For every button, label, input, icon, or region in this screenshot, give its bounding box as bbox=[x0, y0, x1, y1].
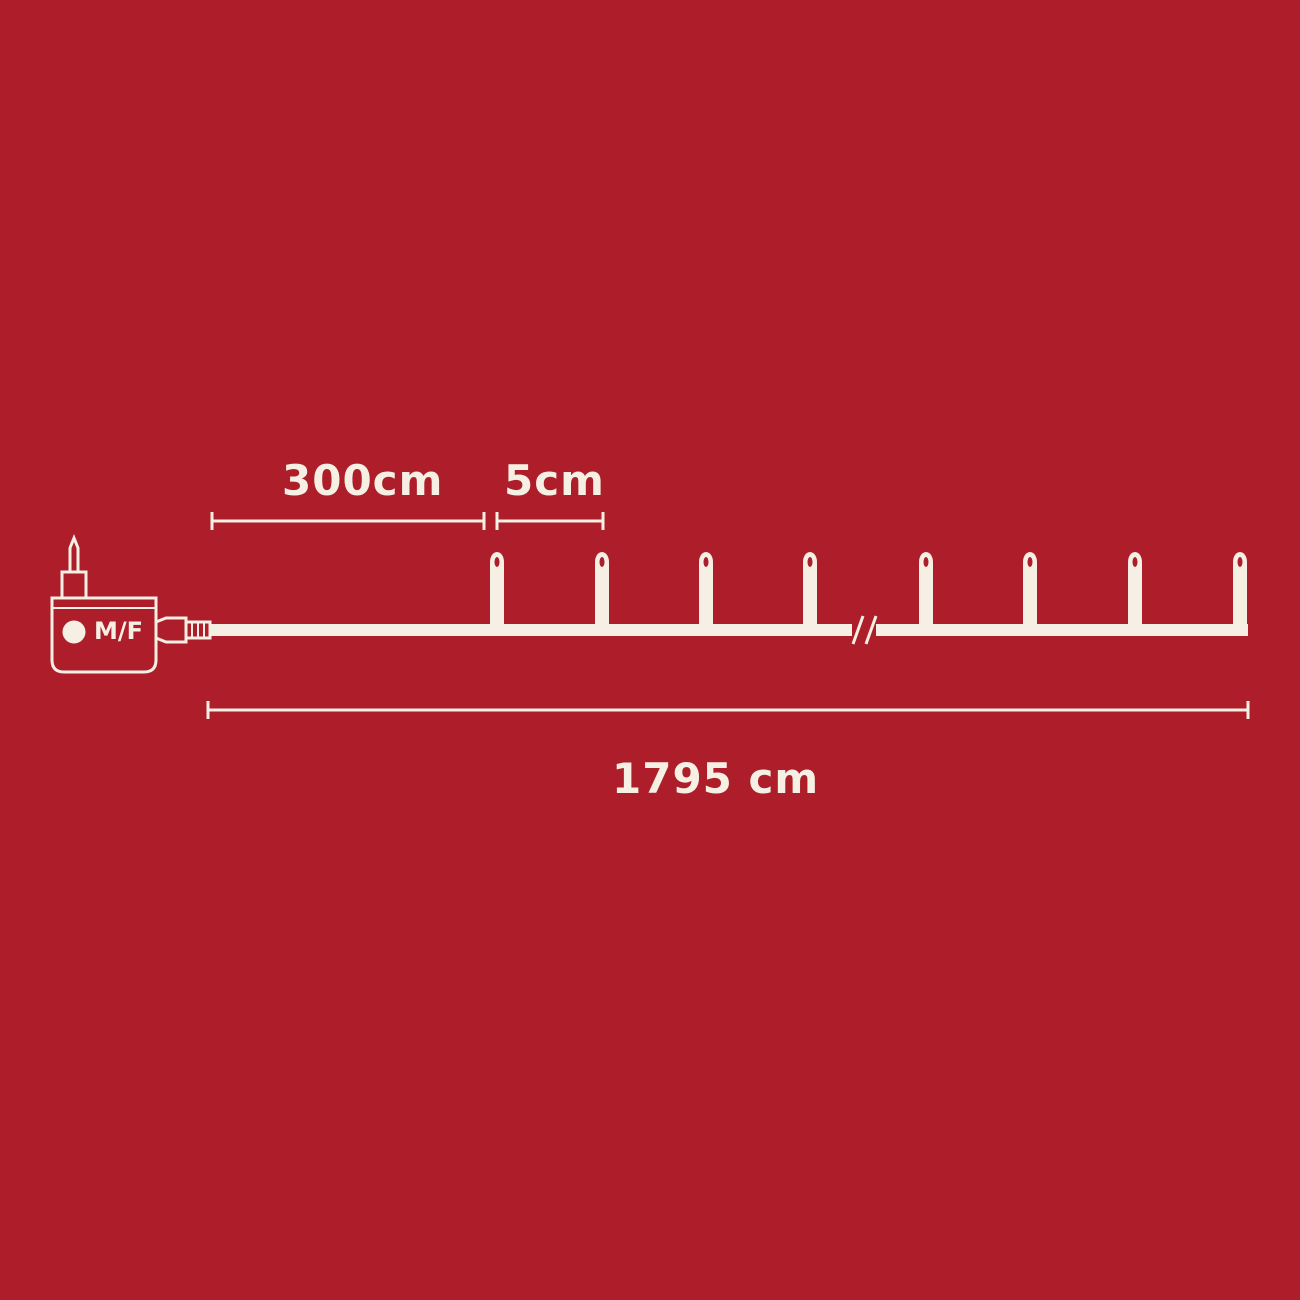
lead-length-label: 300cm bbox=[282, 456, 444, 505]
main-cable bbox=[210, 624, 1248, 636]
bulb-spacing-label: 5cm bbox=[504, 456, 605, 505]
bulb-icon bbox=[490, 552, 504, 628]
bulb-icon bbox=[595, 552, 609, 628]
bulb-icon bbox=[919, 552, 933, 628]
bulb-icon bbox=[803, 552, 817, 628]
bulb-group bbox=[490, 552, 1247, 628]
spacing-dimension-line bbox=[495, 512, 605, 530]
bulb-icon bbox=[1233, 552, 1247, 628]
total-dimension-line bbox=[206, 701, 1250, 719]
bulb-icon bbox=[1023, 552, 1037, 628]
bulb-icon bbox=[699, 552, 713, 628]
power-adapter-icon bbox=[50, 533, 212, 674]
total-length-label: 1795 cm bbox=[612, 754, 820, 803]
lead-dimension-line bbox=[210, 512, 486, 530]
bulb-icon bbox=[1128, 552, 1142, 628]
cable-break-icon bbox=[851, 615, 878, 645]
mode-button-label: M/F bbox=[94, 617, 144, 645]
